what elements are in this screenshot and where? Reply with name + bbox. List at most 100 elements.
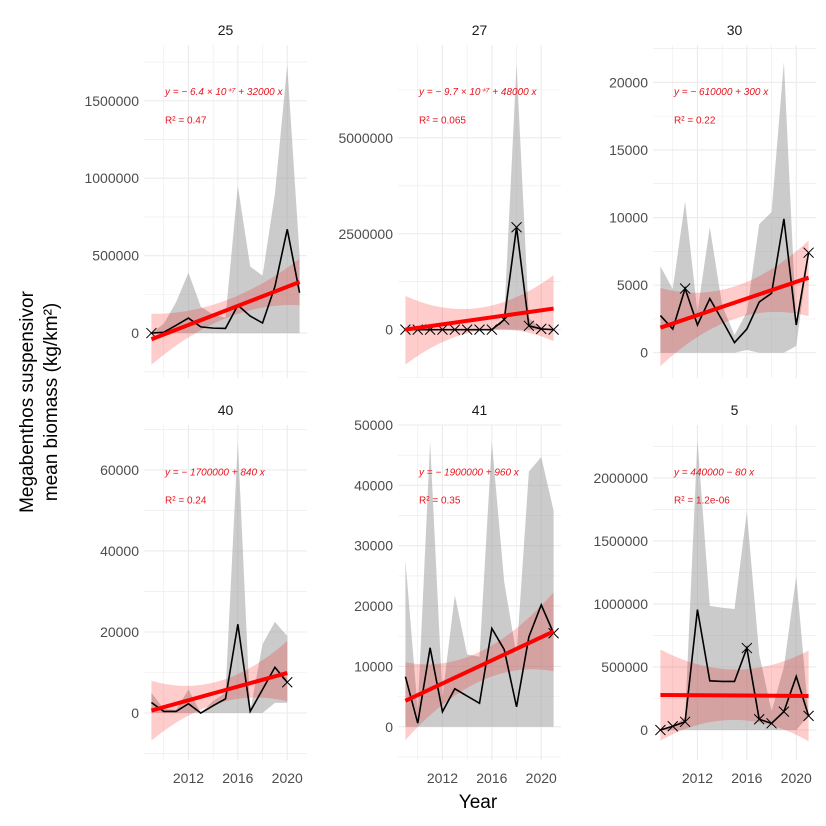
x-marker-icon <box>486 324 498 336</box>
x-marker-icon <box>803 710 814 722</box>
r-squared-label: R² = 0.47 <box>165 115 207 126</box>
r-squared-label: R² = 0.22 <box>674 115 716 126</box>
facet-panel-5: y = 440000 − 80 x R² = 1.2e-06 5 0 500000 100… <box>593 402 816 786</box>
regression-equation: y = − 1900000 + 960 x <box>418 467 520 478</box>
x-marker-icon <box>679 716 691 728</box>
y-tick-label: 40000 <box>100 543 139 559</box>
y-tick-label: 0 <box>640 345 648 361</box>
x-marker-icon <box>511 221 522 233</box>
r-squared-label: R² = 0.065 <box>419 115 466 126</box>
y-axis-title-line-1: Megabenthos suspensivor <box>17 290 38 512</box>
facet-title: 41 <box>472 402 488 418</box>
regression-line <box>405 306 554 332</box>
x-marker-icon <box>667 720 679 732</box>
x-marker-icon <box>461 324 473 336</box>
y-tick-label: 10000 <box>354 658 393 674</box>
y-tick-label: 500000 <box>92 248 139 264</box>
r-squared-label: R² = 0.24 <box>165 496 207 507</box>
y-axis-title: Megabenthos suspensivor mean biomass (kg/… <box>17 290 62 512</box>
facet-title: 30 <box>727 22 743 38</box>
facet-panel-41: y = − 1900000 + 960 x R² = 0.35 41 0 10000 20… <box>354 402 561 786</box>
x-marker-icon <box>474 324 485 336</box>
facet-title: 5 <box>731 402 739 418</box>
facet-panel-30: y = − 610000 + 300 x R² = 0.22 30 0 5000 1000… <box>609 22 816 378</box>
y-tick-label: 1000000 <box>593 596 648 612</box>
regression-line <box>150 670 288 713</box>
x-marker-icon <box>766 717 777 729</box>
y-tick-label: 30000 <box>354 538 393 554</box>
regression-equation: y = − 610000 + 300 x <box>673 87 769 98</box>
sd-ribbon <box>151 441 288 714</box>
y-tick-label: 15000 <box>609 142 648 158</box>
x-marker-icon <box>741 642 753 654</box>
x-tick-label: 2020 <box>526 770 557 786</box>
y-tick-label: 500000 <box>601 659 648 675</box>
facet-panel-40: y = − 1700000 + 840 x R² = 0.24 40 0 20000 40… <box>100 402 307 786</box>
facet-title: 25 <box>218 22 234 38</box>
regression-line <box>660 692 809 698</box>
y-tick-label: 50000 <box>354 417 393 433</box>
regression-equation: y = − 1700000 + 840 x <box>164 467 266 478</box>
sd-ribbon <box>151 65 300 334</box>
mean-line <box>150 624 288 714</box>
y-tick-label: 60000 <box>100 462 139 478</box>
y-axis-title-line-2: mean biomass (kg/km²) <box>41 303 62 502</box>
y-tick-label: 0 <box>640 722 648 738</box>
y-tick-label: 2500000 <box>338 226 393 242</box>
sd-ribbon <box>405 63 554 330</box>
facet-title: 40 <box>218 402 234 418</box>
regression-line <box>404 629 555 703</box>
x-marker-icon <box>778 706 790 717</box>
x-marker-icon <box>523 320 535 332</box>
r-squared-label: R² = 1.2e-06 <box>674 496 730 507</box>
regression-line <box>659 275 810 330</box>
x-marker-icon <box>655 724 666 736</box>
x-marker-icon <box>535 323 547 335</box>
sd-ribbon <box>660 440 809 731</box>
y-tick-label: 0 <box>385 719 393 735</box>
y-tick-label: 2000000 <box>593 470 648 486</box>
x-tick-label: 2020 <box>781 770 812 786</box>
facet-panel-25: y = − 6.4 × 10⁺⁷ + 32000 x R² = 0.47 25 0 50… <box>84 22 307 378</box>
x-marker-icon <box>753 713 765 725</box>
x-axis-title: Year <box>459 792 498 813</box>
sd-ribbon <box>660 62 809 353</box>
mean-line <box>404 602 555 724</box>
regression-line <box>150 280 301 342</box>
x-marker-icon <box>803 247 814 259</box>
y-tick-label: 40000 <box>354 477 393 493</box>
sd-ribbon <box>405 441 554 727</box>
y-tick-label: 0 <box>131 325 139 341</box>
y-tick-label: 10000 <box>609 210 648 226</box>
regression-equation: y = 440000 − 80 x <box>673 467 755 478</box>
x-marker-icon <box>281 676 293 688</box>
x-marker-icon <box>679 283 691 294</box>
x-tick-label: 2016 <box>476 770 507 786</box>
x-marker-icon <box>400 324 411 336</box>
regression-equation: y = − 6.4 × 10⁺⁷ + 32000 x <box>164 87 283 98</box>
y-tick-label: 5000 <box>617 277 648 293</box>
x-tick-label: 2012 <box>427 770 458 786</box>
regression-equation: y = − 9.7 × 10⁺⁷ + 48000 x <box>418 87 537 98</box>
r-squared-label: R² = 0.35 <box>419 496 461 507</box>
y-tick-label: 0 <box>131 705 139 721</box>
x-tick-label: 2020 <box>272 770 303 786</box>
x-tick-label: 2016 <box>731 770 762 786</box>
y-tick-label: 5000000 <box>338 130 393 146</box>
x-tick-label: 2012 <box>682 770 713 786</box>
y-tick-label: 1500000 <box>84 93 139 109</box>
facet-panel-27: y = − 9.7 × 10⁺⁷ + 48000 x R² = 0.065 27 0 2… <box>338 22 561 378</box>
y-tick-label: 1500000 <box>593 533 648 549</box>
y-tick-label: 1000000 <box>84 170 139 186</box>
y-tick-label: 20000 <box>354 598 393 614</box>
x-tick-label: 2016 <box>222 770 253 786</box>
y-tick-label: 20000 <box>609 74 648 90</box>
x-tick-label: 2012 <box>173 770 204 786</box>
x-marker-icon <box>449 324 461 336</box>
facet-title: 27 <box>472 22 488 38</box>
mean-line <box>151 229 301 334</box>
x-marker-icon <box>548 324 559 336</box>
y-tick-label: 20000 <box>100 624 139 640</box>
